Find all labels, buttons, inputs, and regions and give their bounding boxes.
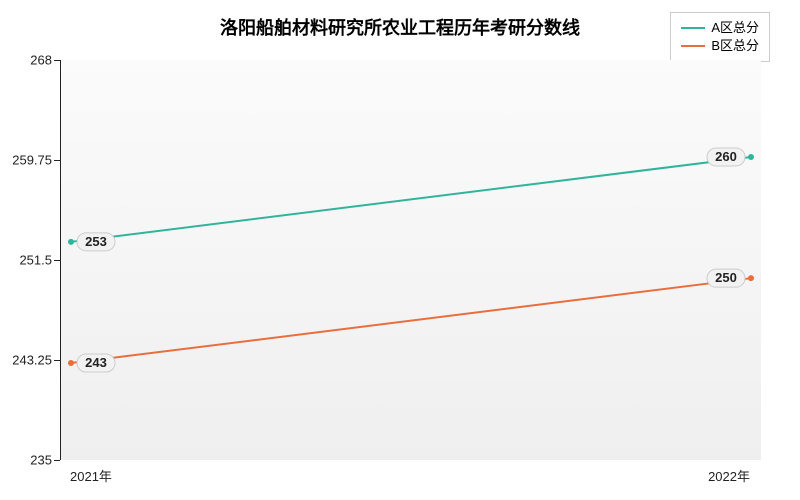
y-tick-label: 243.25 bbox=[0, 353, 52, 368]
y-tick-label: 268 bbox=[0, 53, 52, 68]
value-label: 243 bbox=[85, 355, 107, 370]
plot-area: 253 260 243 250 bbox=[60, 60, 760, 460]
legend-item-a: A区总分 bbox=[681, 19, 759, 37]
x-tick-label: 2021年 bbox=[70, 466, 112, 485]
legend-swatch-b bbox=[681, 45, 705, 47]
value-label: 250 bbox=[715, 270, 737, 285]
plot-svg: 253 260 243 250 bbox=[61, 60, 761, 460]
y-tick-label: 259.75 bbox=[0, 153, 52, 168]
y-tick-mark bbox=[54, 460, 60, 461]
series-marker bbox=[68, 239, 74, 245]
value-label: 260 bbox=[715, 149, 737, 164]
legend-label-b: B区总分 bbox=[711, 37, 759, 55]
series-marker bbox=[748, 275, 754, 281]
legend-label-a: A区总分 bbox=[711, 19, 759, 37]
y-tick-label: 251.5 bbox=[0, 253, 52, 268]
plot-background bbox=[61, 60, 761, 460]
legend: A区总分 B区总分 bbox=[670, 12, 770, 62]
legend-item-b: B区总分 bbox=[681, 37, 759, 55]
y-tick-label: 235 bbox=[0, 453, 52, 468]
chart-container: 洛阳船舶材料研究所农业工程历年考研分数线 A区总分 B区总分 235243.25… bbox=[0, 0, 800, 500]
value-label: 253 bbox=[85, 234, 107, 249]
x-tick-label: 2022年 bbox=[702, 466, 750, 485]
legend-swatch-a bbox=[681, 27, 705, 29]
series-marker bbox=[748, 154, 754, 160]
series-marker bbox=[68, 360, 74, 366]
